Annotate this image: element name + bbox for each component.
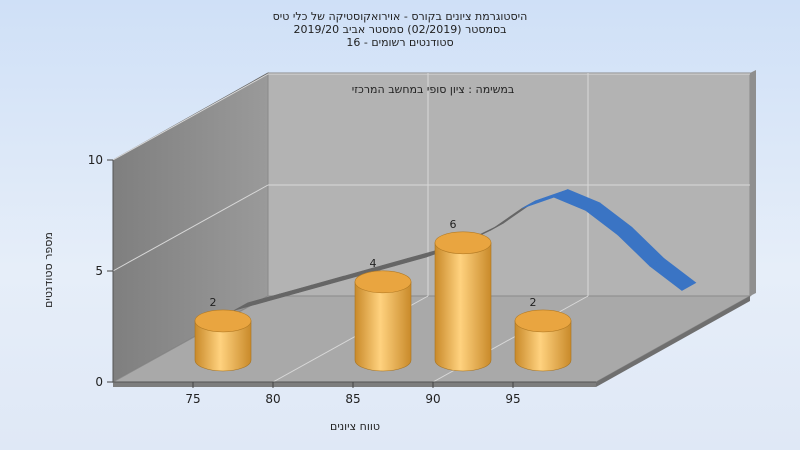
x-axis-title: טווח ציונים xyxy=(330,420,380,433)
bar-top xyxy=(434,231,492,255)
bar-90: 6 xyxy=(434,218,492,372)
x-ticks: 75 80 85 90 95 xyxy=(185,382,521,406)
y-tick-label: 0 xyxy=(95,375,103,389)
chart-annotation: במשימה : ציון סופי במחשב המרכזי xyxy=(352,83,515,96)
curve-segment xyxy=(649,257,697,291)
floor-edge-right xyxy=(596,296,750,387)
floor-edge-front xyxy=(113,382,596,387)
y-tick-label: 5 xyxy=(95,264,103,278)
bar-value-label: 2 xyxy=(210,296,217,309)
y-ticks: 0 5 10 xyxy=(88,153,113,389)
bar-85: 4 xyxy=(354,257,412,372)
bar-top xyxy=(194,309,252,333)
x-tick-label: 75 xyxy=(185,392,200,406)
bars: 2 4 6 2 xyxy=(194,218,572,372)
bar-body xyxy=(514,320,572,372)
x-tick-label: 80 xyxy=(265,392,280,406)
bar-75: 2 xyxy=(194,296,252,372)
bar-top xyxy=(514,309,572,333)
bar-body xyxy=(354,281,412,372)
bar-value-label: 4 xyxy=(370,257,377,270)
back-wall-edge xyxy=(750,70,756,296)
title-line-2: בסמסטר (02/2019) סמסטר אביב 2019/20 xyxy=(293,23,507,36)
bar-body xyxy=(194,320,252,372)
x-tick-label: 85 xyxy=(345,392,360,406)
title-line-1: היסטוגרמת ציונים בקורס - אוירואקוסטיקה ש… xyxy=(272,10,528,23)
title-line-3: סטודנטים רשומים - 16 xyxy=(346,36,454,49)
chart-title: היסטוגרמת ציונים בקורס - אוירואקוסטיקה ש… xyxy=(0,10,800,49)
x-tick-label: 95 xyxy=(505,392,520,406)
y-axis-title: מספר סטודנטים xyxy=(42,232,55,308)
x-tick-label: 90 xyxy=(425,392,440,406)
bar-95: 2 xyxy=(514,296,572,372)
bar-top xyxy=(354,270,412,294)
bar-body xyxy=(434,242,492,372)
bar-value-label: 2 xyxy=(530,296,537,309)
y-tick-label: 10 xyxy=(88,153,103,167)
gridline-side-10 xyxy=(112,73,269,161)
bar-value-label: 6 xyxy=(450,218,457,231)
gridline-side-5 xyxy=(112,184,269,272)
